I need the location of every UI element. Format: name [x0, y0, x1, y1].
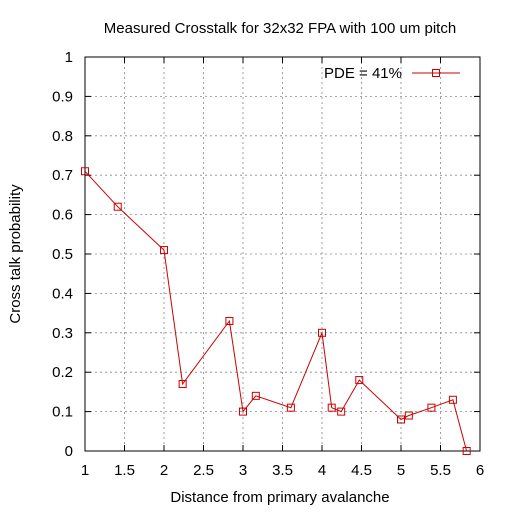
- legend-marker: [432, 69, 440, 77]
- data-point: [397, 415, 405, 424]
- data-point: [160, 246, 168, 255]
- data-point: [404, 411, 413, 420]
- chart-title: Measured Crosstalk for 32x32 FPA with 10…: [104, 20, 456, 37]
- legend: PDE = 41%: [324, 65, 460, 82]
- y-tick-label: 1: [65, 49, 73, 66]
- y-tick-label: 0: [65, 443, 73, 460]
- data-point: [448, 395, 457, 404]
- y-tick-label: 0.4: [52, 285, 73, 302]
- data-point: [113, 202, 122, 211]
- data-point: [327, 403, 336, 412]
- data-point: [355, 376, 364, 385]
- series-layer: [81, 167, 471, 455]
- y-tick-label: 0.3: [52, 325, 73, 342]
- x-axis-label: Distance from primary avalanche: [170, 489, 389, 506]
- x-tick-label: 1.5: [114, 462, 135, 479]
- y-tick-label: 0.9: [52, 88, 73, 105]
- x-tick-label: 4: [318, 462, 326, 479]
- data-point: [462, 447, 471, 455]
- y-tick-label: 0.1: [52, 404, 73, 421]
- legend-label: PDE = 41%: [324, 65, 402, 82]
- x-tick-label: 2.5: [193, 462, 214, 479]
- x-tick-label: 1: [81, 462, 89, 479]
- x-tick-label: 5: [397, 462, 405, 479]
- x-tick-label: 5.5: [430, 462, 451, 479]
- data-point: [251, 391, 260, 400]
- data-point: [337, 407, 346, 416]
- data-point: [225, 316, 234, 325]
- data-point: [318, 328, 326, 337]
- y-tick-label: 0.5: [52, 246, 73, 263]
- x-tick-label: 6: [476, 462, 484, 479]
- series-line: [84, 170, 468, 452]
- y-tick-label: 0.6: [52, 207, 73, 224]
- grid: [85, 57, 480, 451]
- x-tick-label: 3.5: [272, 462, 293, 479]
- data-point: [427, 403, 436, 412]
- data-point: [286, 403, 295, 412]
- y-axis-label: Cross talk probability: [7, 184, 24, 324]
- x-tick-label: 3: [239, 462, 247, 479]
- y-tick-label: 0.2: [52, 364, 73, 381]
- y-tick-label: 0.8: [52, 128, 73, 145]
- x-tick-label: 4.5: [351, 462, 372, 479]
- axis-ticks: 1 1.5 2 2.5 3 3.5 4 4.5 5 5.5 6 0 0.1 0.2 0.3 0.4 0.5 0.6…: [52, 49, 484, 479]
- data-point: [178, 380, 187, 389]
- data-point: [239, 407, 247, 416]
- data-point: [81, 167, 89, 176]
- y-tick-label: 0.7: [52, 167, 73, 184]
- x-tick-label: 2: [160, 462, 168, 479]
